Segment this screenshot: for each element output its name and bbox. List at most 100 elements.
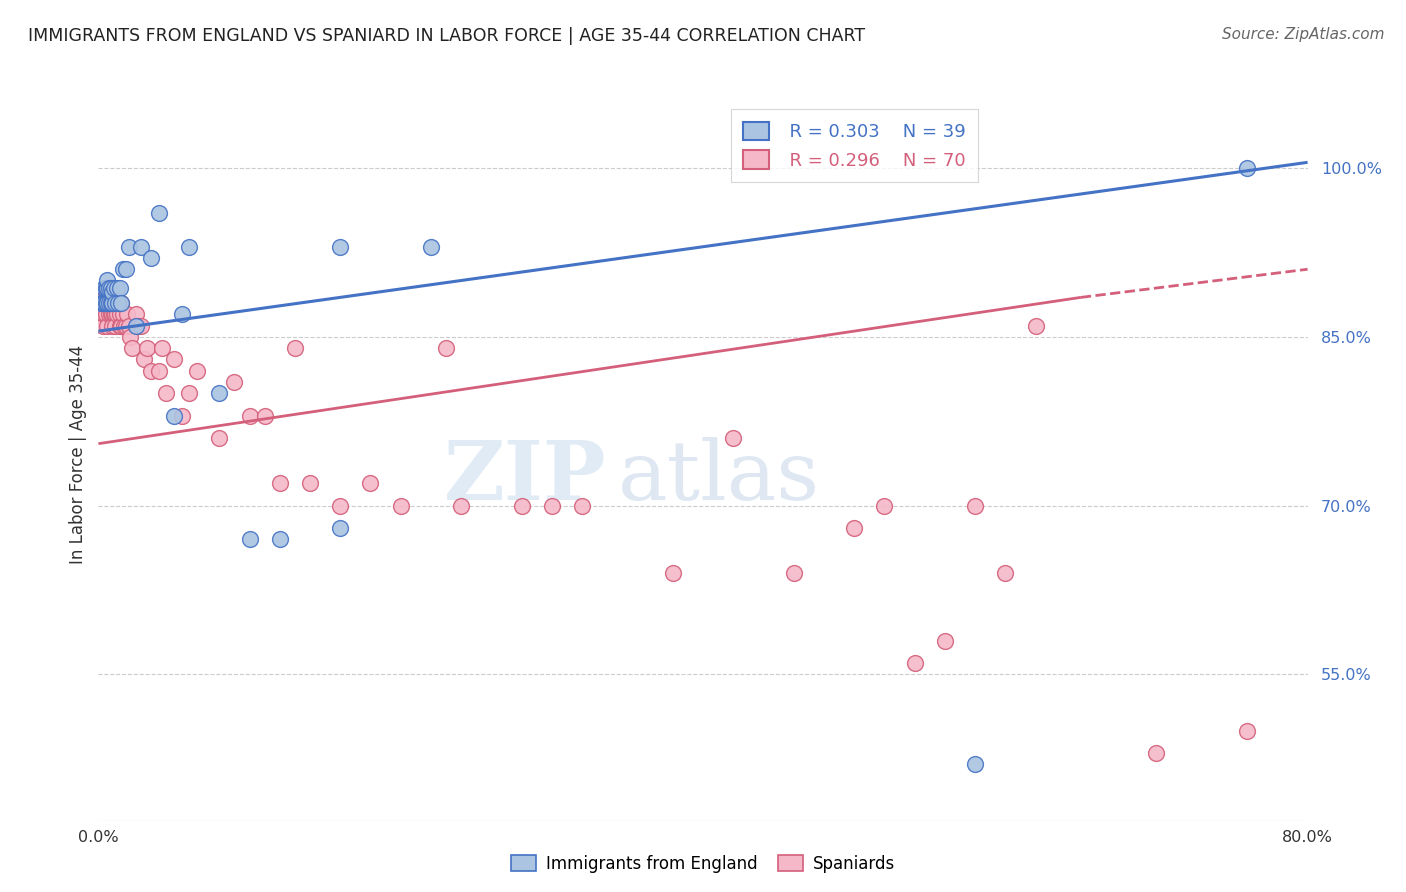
Point — [96, 296, 118, 310]
Point — [100, 281, 122, 295]
Point — [132, 352, 155, 367]
Point — [104, 296, 127, 310]
Point — [965, 499, 987, 513]
Point — [965, 757, 987, 772]
Point — [1144, 746, 1167, 760]
Point — [127, 318, 149, 333]
Point — [177, 386, 201, 401]
Point — [782, 566, 804, 580]
Point — [510, 499, 533, 513]
Point — [129, 318, 152, 333]
Point — [120, 330, 142, 344]
Point — [100, 296, 122, 310]
Point — [101, 318, 124, 333]
Point — [93, 281, 115, 295]
Point — [186, 363, 208, 377]
Point — [148, 206, 170, 220]
Point — [934, 633, 956, 648]
Point — [208, 386, 231, 401]
Point — [94, 281, 117, 295]
Point — [118, 240, 141, 254]
Point — [91, 318, 114, 333]
Point — [98, 296, 121, 310]
Point — [104, 318, 127, 333]
Point — [141, 251, 163, 265]
Point — [904, 656, 927, 670]
Point — [98, 296, 121, 310]
Point — [329, 521, 352, 535]
Point — [170, 409, 193, 423]
Point — [96, 318, 118, 333]
Point — [150, 341, 173, 355]
Point — [96, 281, 118, 295]
Point — [103, 296, 125, 310]
Point — [107, 296, 129, 310]
Point — [91, 296, 114, 310]
Point — [125, 307, 148, 321]
Point — [105, 281, 128, 295]
Point — [111, 307, 134, 321]
Point — [108, 281, 131, 295]
Text: ZIP: ZIP — [444, 437, 606, 516]
Point — [269, 533, 291, 547]
Point — [434, 341, 457, 355]
Point — [114, 262, 136, 277]
Point — [208, 431, 231, 445]
Point — [661, 566, 683, 580]
Point — [450, 499, 472, 513]
Point — [253, 409, 276, 423]
Point — [104, 307, 127, 321]
Point — [103, 281, 125, 295]
Point — [419, 240, 441, 254]
Point — [540, 499, 562, 513]
Point — [98, 281, 121, 295]
Point — [994, 566, 1017, 580]
Point — [155, 386, 177, 401]
Point — [110, 296, 132, 310]
Legend: Immigrants from England, Spaniards: Immigrants from England, Spaniards — [505, 848, 901, 880]
Point — [118, 318, 141, 333]
Point — [329, 499, 352, 513]
Point — [108, 307, 131, 321]
Point — [101, 285, 124, 299]
Point — [177, 240, 201, 254]
Point — [571, 499, 593, 513]
Point — [93, 296, 115, 310]
Text: atlas: atlas — [619, 437, 821, 516]
Point — [93, 307, 115, 321]
Point — [110, 296, 132, 310]
Point — [94, 307, 117, 321]
Point — [125, 318, 148, 333]
Point — [110, 318, 132, 333]
Point — [224, 375, 246, 389]
Point — [148, 363, 170, 377]
Point — [98, 307, 121, 321]
Point — [141, 363, 163, 377]
Point — [90, 296, 112, 310]
Point — [101, 296, 124, 310]
Point — [100, 307, 122, 321]
Point — [121, 341, 143, 355]
Point — [107, 296, 129, 310]
Point — [873, 499, 896, 513]
Point — [239, 533, 262, 547]
Point — [100, 296, 122, 310]
Point — [163, 409, 186, 423]
Point — [111, 262, 134, 277]
Point — [163, 352, 186, 367]
Point — [1236, 161, 1258, 175]
Point — [1236, 723, 1258, 738]
Point — [269, 476, 291, 491]
Point — [299, 476, 322, 491]
Text: Source: ZipAtlas.com: Source: ZipAtlas.com — [1222, 27, 1385, 42]
Y-axis label: In Labor Force | Age 35-44: In Labor Force | Age 35-44 — [69, 345, 87, 565]
Point — [284, 341, 307, 355]
Point — [96, 273, 118, 287]
Point — [721, 431, 744, 445]
Point — [129, 240, 152, 254]
Point — [329, 240, 352, 254]
Point — [108, 318, 131, 333]
Legend:   R = 0.303    N = 39,   R = 0.296    N = 70: R = 0.303 N = 39, R = 0.296 N = 70 — [731, 109, 979, 182]
Point — [844, 521, 866, 535]
Point — [105, 307, 128, 321]
